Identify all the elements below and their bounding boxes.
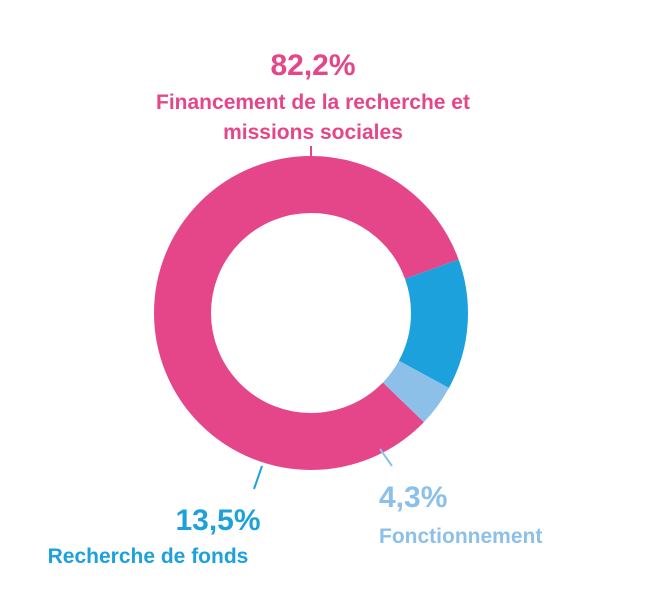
slice-label-fonctionnement: Fonctionnement: [379, 525, 542, 548]
slice-value-label-recherche-de-fonds: 13,5%: [175, 504, 260, 537]
slice-label-financement-line-1: Financement de la recherche et: [156, 91, 470, 114]
slice-label-recherche-de-fonds: Recherche de fonds: [48, 545, 249, 568]
slice-value-label-financement: 82,2%: [270, 49, 355, 82]
leader-line-recherche-de-fonds: [253, 465, 263, 490]
slice-financement: [154, 156, 468, 470]
leader-lines: [253, 146, 393, 490]
slice-label-financement-line-2: missions sociales: [223, 121, 403, 144]
donut-slices: [154, 156, 468, 470]
slice-value-label-fonctionnement: 4,3%: [379, 481, 447, 514]
slice-recherche-de-fonds: [154, 156, 468, 470]
leader-line-fonctionnement: [379, 448, 393, 467]
